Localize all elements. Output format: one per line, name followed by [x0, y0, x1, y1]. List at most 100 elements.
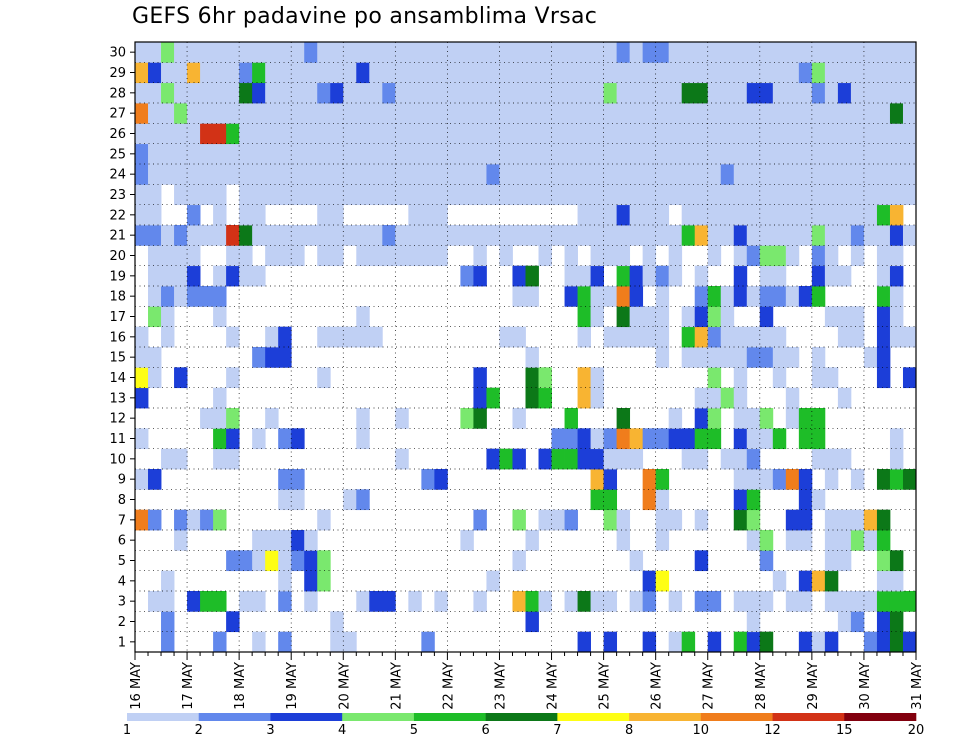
cell-m19-s30 — [525, 265, 539, 287]
cell-m24-s32 — [551, 164, 565, 185]
cell-m16-s2 — [161, 326, 175, 348]
cell-m21-s56 — [863, 225, 878, 246]
cell-m24-s14 — [317, 164, 331, 185]
cell-m23-s39 — [642, 184, 657, 206]
cell-m28-s47 — [746, 82, 761, 104]
cell-m20-s17 — [356, 245, 370, 267]
cell-m16-s38 — [629, 326, 644, 348]
cell-m30-s32 — [551, 42, 565, 63]
cell-m24-s15 — [330, 164, 344, 185]
cell-m15-s48 — [759, 347, 774, 368]
cell-m29-s42 — [681, 62, 696, 84]
cell-m21-s31 — [538, 225, 552, 246]
cell-m24-s23 — [434, 164, 448, 185]
cell-m15-s56 — [863, 347, 878, 368]
cell-m21-s32 — [551, 225, 565, 246]
cell-m27-s5 — [200, 103, 214, 124]
cell-m17-s40 — [655, 306, 670, 328]
cell-m5-s11 — [278, 550, 292, 572]
cell-m3-s41 — [668, 591, 683, 612]
cell-m29-s19 — [382, 62, 396, 84]
cell-m15-s42 — [681, 347, 696, 368]
cell-m21-s19 — [382, 225, 396, 246]
cell-m24-s56 — [863, 164, 878, 185]
cell-m24-s36 — [603, 164, 618, 185]
cell-m27-s31 — [538, 103, 552, 124]
cell-m9-s35 — [590, 469, 604, 490]
cell-m25-s17 — [356, 143, 370, 165]
cell-m26-s57 — [876, 123, 891, 145]
cell-m23-s5 — [200, 184, 214, 206]
cell-m23-s58 — [889, 184, 904, 206]
cell-m24-s9 — [252, 164, 266, 185]
cell-m20-s21 — [408, 245, 422, 267]
x-tick-label: 31 MAY — [910, 662, 925, 710]
cell-m21-s58 — [889, 225, 904, 246]
cell-m15-s50 — [785, 347, 800, 368]
cell-m19-s6 — [213, 265, 227, 287]
cell-m23-s9 — [252, 184, 266, 206]
cell-m9-s11 — [278, 469, 292, 490]
cell-m18-s58 — [889, 286, 904, 307]
cell-m30-s11 — [278, 42, 292, 63]
cell-m22-s1 — [148, 204, 162, 226]
cell-m27-s39 — [642, 103, 657, 124]
cell-m2-s15 — [330, 611, 344, 633]
cell-m24-s35 — [590, 164, 604, 185]
cell-m21-s27 — [486, 225, 500, 246]
cell-m29-s11 — [278, 62, 292, 84]
cell-m22-s34 — [577, 204, 591, 226]
cell-m1-s6 — [213, 631, 227, 653]
cell-m17-s58 — [889, 306, 904, 328]
cell-m3-s59 — [902, 591, 917, 612]
cell-m3-s58 — [889, 591, 904, 612]
cell-m24-s34 — [577, 164, 591, 185]
cell-m14-s57 — [876, 367, 891, 389]
cell-m26-s19 — [382, 123, 396, 145]
cell-m25-s33 — [564, 143, 578, 165]
cell-m24-s19 — [382, 164, 396, 185]
cell-m26-s53 — [824, 123, 839, 145]
cell-m29-s52 — [811, 62, 826, 84]
cell-m29-s21 — [408, 62, 422, 84]
cell-m28-s11 — [278, 82, 292, 104]
cell-m23-s50 — [785, 184, 800, 206]
cell-m28-s2 — [161, 82, 175, 104]
cell-m23-s25 — [460, 184, 474, 206]
cell-m3-s53 — [824, 591, 839, 612]
cell-m3-s31 — [538, 591, 552, 612]
cell-m1-s16 — [343, 631, 357, 653]
cell-m28-s58 — [889, 82, 904, 104]
cell-m26-s52 — [811, 123, 826, 145]
cell-m24-s11 — [278, 164, 292, 185]
cell-m15-s43 — [694, 347, 709, 368]
cell-m21-s25 — [460, 225, 474, 246]
cell-m22-s57 — [876, 204, 891, 226]
cell-m24-s18 — [369, 164, 383, 185]
cell-m26-s17 — [356, 123, 370, 145]
cell-m20-s1 — [148, 245, 162, 267]
cell-m26-s24 — [447, 123, 461, 145]
cell-m3-s30 — [525, 591, 539, 612]
cell-m12-s37 — [616, 408, 631, 429]
cell-m23-s53 — [824, 184, 839, 206]
cell-m23-s18 — [369, 184, 383, 206]
cell-m24-s41 — [668, 164, 683, 185]
cell-m22-s21 — [408, 204, 422, 226]
cell-m9-s0 — [135, 469, 149, 490]
cell-m25-s40 — [655, 143, 670, 165]
cell-m28-s54 — [837, 82, 852, 104]
cell-m27-s35 — [590, 103, 604, 124]
cell-m1-s57 — [876, 631, 891, 653]
cell-m29-s57 — [876, 62, 891, 84]
cell-m5-s29 — [512, 550, 526, 572]
cell-m11-s46 — [733, 428, 748, 450]
y-tick-label: 20 — [109, 249, 126, 264]
cell-m7-s43 — [694, 509, 709, 531]
cell-m27-s50 — [785, 103, 800, 124]
cell-m29-s31 — [538, 62, 552, 84]
cell-m13-s46 — [733, 387, 748, 409]
cell-m24-s40 — [655, 164, 670, 185]
cell-m18-s2 — [161, 286, 175, 307]
cell-m24-s20 — [395, 164, 409, 185]
